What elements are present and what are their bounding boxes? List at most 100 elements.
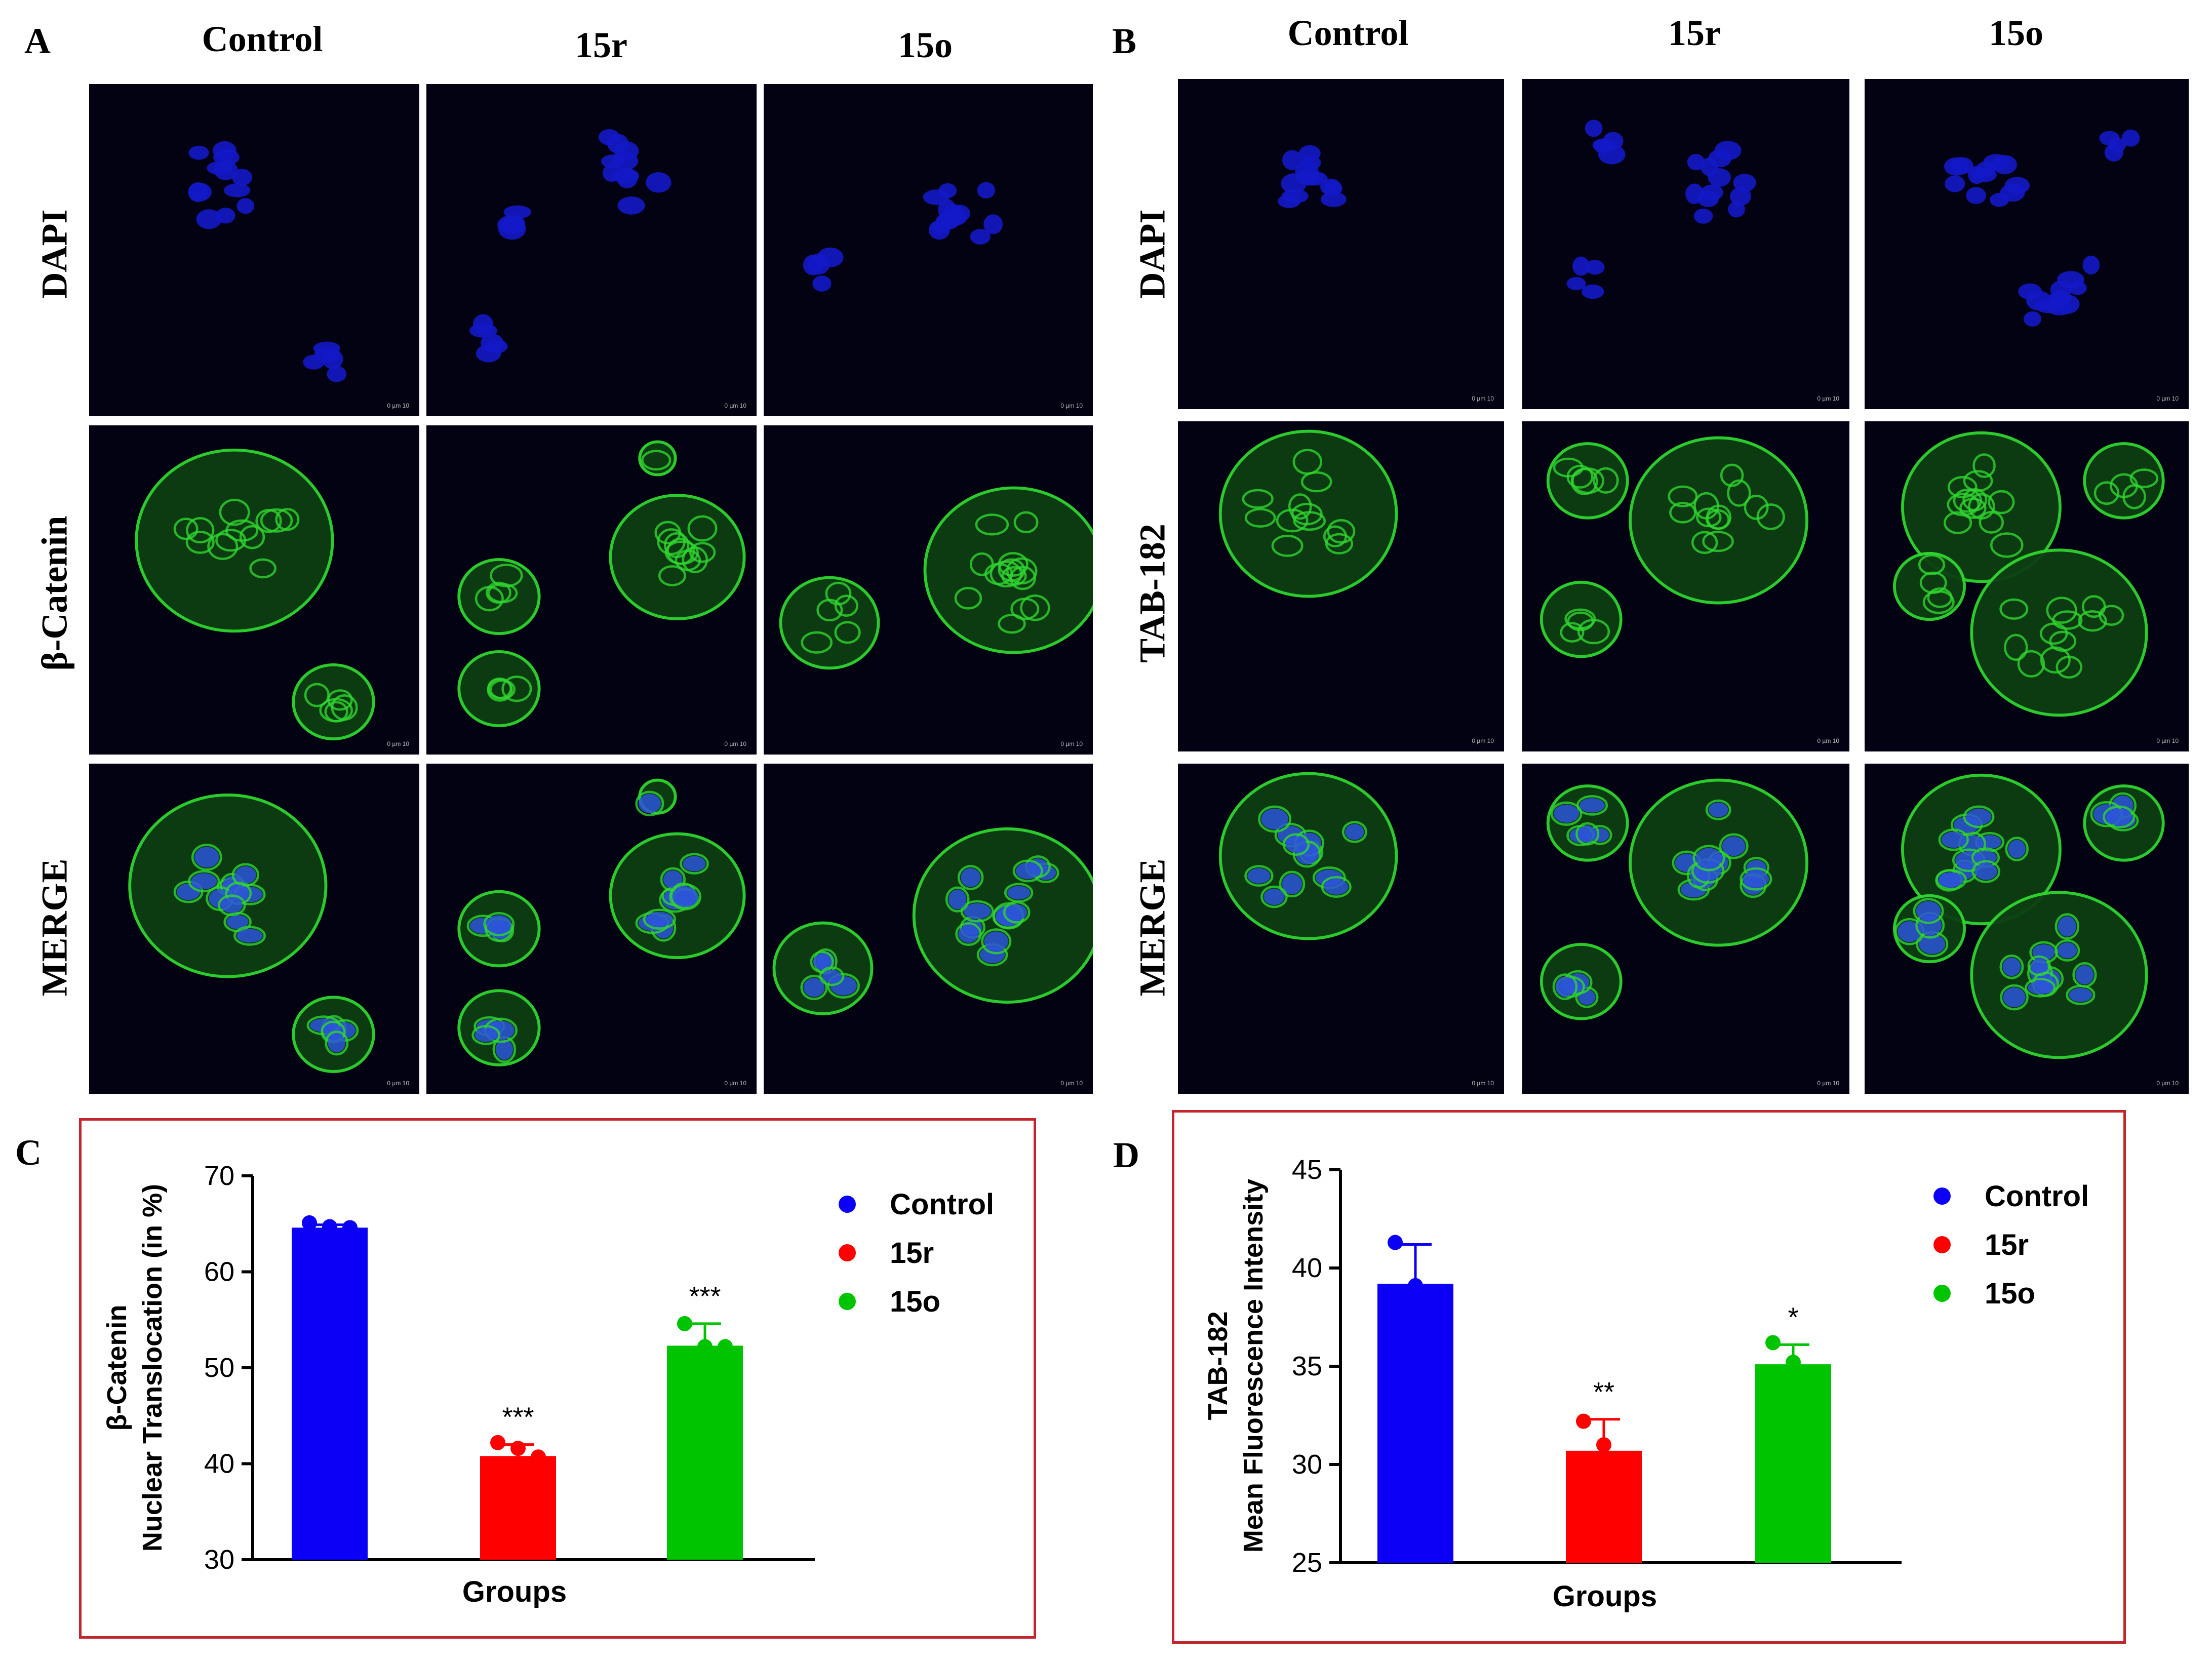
panel-letter-c: C — [15, 1132, 42, 1173]
scale-bar-label: 0 µm 10 — [1472, 737, 1494, 744]
panel-letter-d: D — [1113, 1135, 1139, 1175]
panel-b-image-tab-182-control: 0 µm 10 — [1178, 421, 1504, 751]
panel-b-image-merge-15r: 0 µm 10 — [1522, 764, 1849, 1094]
panel-a-column-15r: 15r — [575, 25, 627, 65]
chart-plot-area: 30 40 50 60 70 *** *** Groups β-Catenin Nuclear T… — [102, 1161, 815, 1608]
scale-bar-label: 0 µm 10 — [724, 402, 746, 409]
y-axis-label-line1: TAB-182 — [1203, 1311, 1233, 1420]
legend-marker-15r — [1933, 1236, 1951, 1253]
data-point-Control — [342, 1220, 358, 1236]
scale-bar-label: 0 µm 10 — [1060, 402, 1083, 409]
panel-b-image-tab-182-15r: 0 µm 10 — [1522, 421, 1849, 751]
significance-marker-15r: ** — [1593, 1377, 1614, 1407]
bar-15r — [1566, 1450, 1642, 1563]
bar-15o — [667, 1345, 743, 1560]
data-point-15o — [677, 1316, 692, 1331]
scale-bar-label: 0 µm 10 — [1060, 740, 1083, 747]
legend-label-15r: 15r — [1985, 1229, 2029, 1261]
panel-a-image-beta-catenin-15r: 0 µm 10 — [426, 425, 757, 755]
scale-bar-label: 0 µm 10 — [2156, 1080, 2179, 1087]
scale-bar-label: 0 µm 10 — [1817, 737, 1839, 744]
data-point-15o — [1765, 1335, 1781, 1351]
bar-15o — [1755, 1364, 1831, 1563]
y-tick-label: 45 — [1292, 1155, 1322, 1185]
significance-marker-15r: *** — [502, 1402, 534, 1433]
bar-Control — [1377, 1284, 1453, 1563]
scale-bar-label: 0 µm 10 — [1472, 395, 1494, 402]
panel-b-column-control: Control — [1287, 13, 1409, 53]
legend-label-Control: Control — [1985, 1180, 2089, 1213]
chart-d-frame: 25 30 35 40 45 ** * Groups TAB-182 Mean Fluoresce… — [1172, 1110, 2126, 1644]
panel-b-column-15r: 15r — [1668, 13, 1721, 53]
data-point-15r — [1576, 1413, 1591, 1429]
panel-a-image-merge-15r: 0 µm 10 — [426, 764, 757, 1094]
significance-marker-15o: * — [1788, 1302, 1798, 1332]
scale-bar-label: 0 µm 10 — [724, 1080, 746, 1087]
y-tick-label: 25 — [1292, 1548, 1322, 1578]
panel-letter-a: A — [24, 21, 51, 61]
data-point-15o — [718, 1339, 733, 1355]
data-point-Control — [322, 1219, 337, 1235]
panel-a-image-dapi-15r: 0 µm 10 — [426, 84, 757, 416]
chart-c: 30 40 50 60 70 *** *** Groups β-Catenin Nuclear T… — [102, 1161, 994, 1608]
bar-Control — [292, 1227, 368, 1560]
data-point-Control — [1408, 1278, 1423, 1293]
legend-label-15o: 15o — [1985, 1277, 2035, 1310]
bar-15r — [480, 1456, 556, 1560]
panel-b-image-dapi-15o: 0 µm 10 — [1865, 79, 2189, 409]
y-axis-label-line2: Mean Fluorescence Intensity — [1238, 1179, 1269, 1553]
scale-bar-label: 0 µm 10 — [1472, 1080, 1494, 1087]
panel-a-image-merge-15o: 0 µm 10 — [764, 764, 1093, 1094]
y-tick-label: 40 — [1292, 1253, 1322, 1283]
legend-marker-15o — [1933, 1285, 1951, 1302]
data-point-15r — [1616, 1476, 1632, 1492]
y-tick-label: 30 — [204, 1544, 234, 1575]
scale-bar-label: 0 µm 10 — [1817, 1080, 1839, 1087]
scale-bar-label: 0 µm 10 — [1817, 395, 1839, 402]
scale-bar-label: 0 µm 10 — [2156, 737, 2179, 744]
legend-marker-15o — [839, 1293, 856, 1310]
legend-marker-15r — [839, 1244, 856, 1261]
data-point-15r — [1596, 1437, 1611, 1453]
scale-bar-label: 0 µm 10 — [387, 1080, 409, 1087]
panel-b-image-dapi-control: 0 µm 10 — [1178, 79, 1504, 409]
scale-bar-label: 0 µm 10 — [387, 740, 409, 747]
panel-b-image-merge-15o: 0 µm 10 — [1865, 764, 2189, 1094]
data-point-Control — [302, 1215, 317, 1231]
y-tick-label: 35 — [1292, 1351, 1322, 1381]
panel-b-image-dapi-15r: 0 µm 10 — [1522, 79, 1849, 409]
y-tick-label: 30 — [1292, 1449, 1322, 1480]
scale-bar-label: 0 µm 10 — [1060, 1080, 1083, 1087]
chart-legend: Control 15r 15o — [839, 1188, 994, 1318]
legend-label-Control: Control — [890, 1188, 994, 1221]
panel-a-column-control: Control — [202, 19, 323, 59]
panel-b-column-15o: 15o — [1989, 13, 2043, 53]
y-tick-label: 40 — [204, 1449, 234, 1479]
scale-bar-label: 0 µm 10 — [724, 740, 746, 747]
y-axis-label-line1: β-Catenin — [102, 1305, 132, 1431]
panel-a-image-merge-control: 0 µm 10 — [89, 764, 419, 1094]
panel-letter-b: B — [1112, 21, 1137, 61]
data-point-15r — [490, 1435, 505, 1450]
chart-legend: Control 15r 15o — [1933, 1180, 2089, 1310]
data-point-15r — [531, 1449, 546, 1465]
y-tick-label: 70 — [204, 1161, 234, 1191]
y-tick-label: 60 — [204, 1257, 234, 1287]
panel-a-row-beta-catenin: β-Catenin — [34, 516, 75, 671]
panel-b-row-tab-182: TAB-182 — [1132, 524, 1173, 663]
data-point-15o — [697, 1339, 713, 1355]
panel-a-row-dapi: DAPI — [34, 209, 75, 299]
x-axis-label: Groups — [1553, 1580, 1657, 1613]
x-axis-label: Groups — [462, 1575, 567, 1608]
data-point-Control — [1428, 1313, 1443, 1329]
panel-a-column-15o: 15o — [898, 25, 953, 65]
panel-a-image-dapi-15o: 0 µm 10 — [764, 84, 1093, 416]
legend-marker-Control — [839, 1196, 856, 1213]
data-point-15r — [510, 1441, 526, 1456]
data-point-15o — [1806, 1378, 1821, 1394]
data-point-15o — [1786, 1355, 1801, 1370]
panel-a-image-beta-catenin-control: 0 µm 10 — [89, 425, 419, 755]
chart-c-frame: 30 40 50 60 70 *** *** Groups β-Catenin Nuclear T… — [79, 1118, 1036, 1639]
